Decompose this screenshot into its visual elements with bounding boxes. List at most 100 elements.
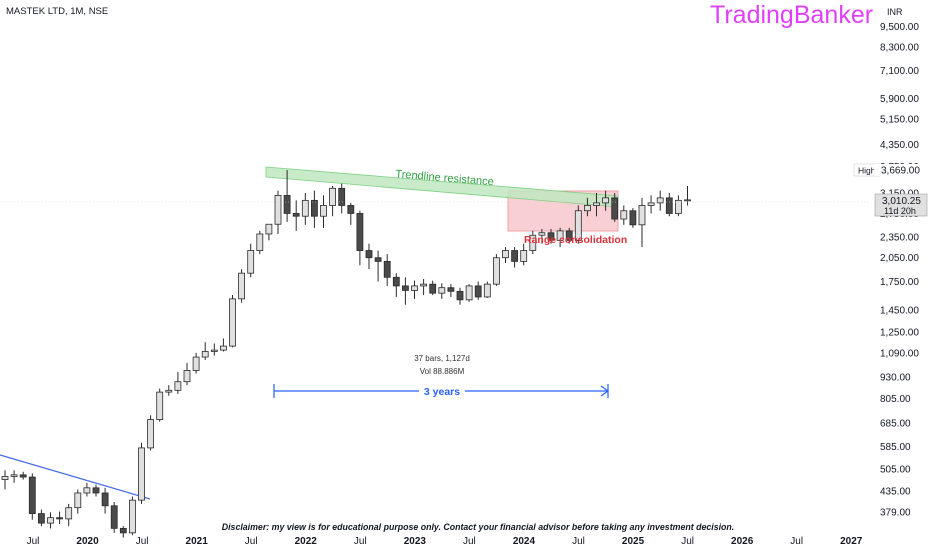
candle[interactable] [283, 170, 291, 222]
candle[interactable] [620, 205, 628, 225]
candle[interactable] [329, 185, 337, 217]
candle[interactable] [556, 227, 564, 248]
candle[interactable] [638, 197, 646, 248]
candle[interactable] [465, 284, 473, 302]
candle[interactable] [310, 190, 318, 228]
candle[interactable] [256, 230, 264, 255]
candle-body [219, 345, 227, 351]
candle[interactable] [520, 243, 528, 266]
candle[interactable] [456, 287, 464, 305]
candle[interactable] [392, 273, 400, 297]
candle-body [47, 517, 54, 524]
candle[interactable] [274, 190, 282, 234]
candle[interactable] [411, 280, 418, 299]
candle[interactable] [538, 229, 546, 244]
candle[interactable] [10, 470, 18, 483]
candle[interactable] [474, 281, 482, 300]
candle[interactable] [110, 502, 118, 533]
candle-body [147, 419, 155, 449]
candle-body [502, 250, 509, 259]
time-axis[interactable]: Jul 2020 Jul 2021 Jul 2022 Jul 2023 Jul 2024 Jul 20… [27, 536, 863, 547]
candle-body [310, 199, 318, 217]
candle[interactable] [584, 197, 591, 217]
candle[interactable] [401, 277, 409, 305]
candle[interactable] [65, 503, 73, 527]
candle[interactable] [383, 254, 391, 286]
x-tick-label: Jul [790, 536, 803, 547]
candle[interactable] [365, 243, 373, 270]
candle[interactable] [101, 487, 109, 514]
candle[interactable] [229, 295, 236, 348]
candle[interactable] [128, 496, 136, 536]
countdown-value: 11d 20h [884, 206, 916, 216]
candle[interactable] [183, 362, 191, 386]
price-axis[interactable]: 9,500.00 8,300.00 7,100.00 5,900.00 5,150.00… [880, 22, 919, 518]
candle[interactable] [28, 473, 36, 520]
candle[interactable] [574, 205, 582, 244]
candle[interactable] [210, 343, 218, 356]
candle[interactable] [219, 338, 227, 352]
candle[interactable] [647, 195, 655, 214]
candle[interactable] [356, 210, 364, 266]
candle[interactable] [593, 193, 600, 217]
candle[interactable] [347, 202, 355, 225]
candle[interactable] [529, 230, 537, 255]
candle[interactable] [192, 352, 200, 374]
candle[interactable] [56, 511, 63, 524]
y-tick-label: 805.00 [880, 394, 911, 405]
candle[interactable] [174, 371, 182, 394]
candle[interactable] [292, 200, 300, 231]
blue-trendline[interactable] [0, 454, 151, 500]
candle[interactable] [301, 193, 309, 225]
candle[interactable] [502, 247, 509, 263]
candle[interactable] [665, 193, 673, 217]
candle-body [28, 476, 36, 514]
candle-body [74, 492, 82, 509]
x-tick-label: 2026 [731, 536, 754, 547]
candle[interactable] [138, 442, 145, 504]
candle[interactable] [611, 193, 619, 222]
candle[interactable] [492, 254, 500, 286]
y-tick-label: 585.00 [880, 442, 911, 453]
candle[interactable] [47, 512, 54, 529]
candle[interactable] [338, 183, 346, 214]
candle[interactable] [483, 281, 491, 298]
candle[interactable] [565, 227, 573, 244]
candle[interactable] [656, 190, 664, 211]
candle[interactable] [602, 190, 609, 211]
candle[interactable] [438, 283, 446, 299]
candle[interactable] [83, 482, 91, 497]
candle-body [138, 447, 145, 501]
candle[interactable] [265, 223, 273, 241]
candle[interactable] [238, 269, 246, 303]
candle-body [684, 199, 691, 202]
candle[interactable] [420, 278, 428, 296]
candle[interactable] [547, 229, 555, 244]
candle[interactable] [684, 185, 691, 206]
candle[interactable] [19, 471, 27, 480]
x-tick-label: 2023 [404, 536, 427, 547]
candle[interactable] [247, 243, 255, 278]
candle[interactable] [147, 415, 155, 451]
candle[interactable] [320, 195, 327, 228]
candle[interactable] [429, 280, 437, 296]
candle[interactable] [165, 385, 173, 396]
candle[interactable] [201, 342, 209, 360]
candle[interactable] [374, 250, 382, 282]
candle[interactable] [629, 208, 637, 228]
three-years-measure[interactable]: 3 years [273, 384, 610, 398]
candle[interactable] [38, 509, 45, 527]
candle-body [192, 356, 200, 371]
candle[interactable] [1, 470, 9, 490]
candle[interactable] [447, 284, 455, 297]
candle-body [210, 349, 218, 352]
candle-body [128, 499, 136, 534]
candle[interactable] [675, 195, 682, 217]
candle[interactable] [74, 489, 82, 514]
candle-body [329, 187, 337, 206]
candle[interactable] [156, 388, 164, 422]
candle[interactable] [511, 247, 519, 268]
candle[interactable] [119, 526, 127, 538]
candle[interactable] [92, 484, 100, 497]
